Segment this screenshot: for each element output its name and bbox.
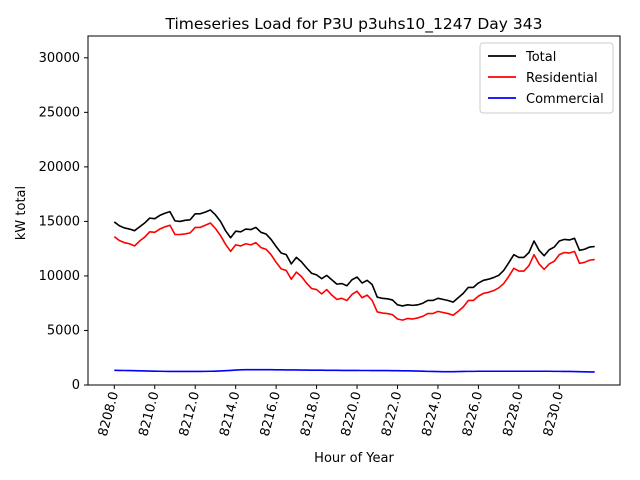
legend-label-residential: Residential [526,71,598,86]
y-tick-label: 5000 [47,323,80,338]
y-tick-label: 10000 [39,269,80,284]
series-line-commercial [114,368,595,373]
y-tick-label: 30000 [39,51,80,66]
y-axis-label: kW total [14,186,29,240]
y-tick-label: 0 [72,378,80,393]
chart-title: Timeseries Load for P3U p3uhs10_1247 Day… [165,15,543,34]
x-axis-label: Hour of Year [314,451,394,466]
legend-box [479,42,614,114]
y-tick-label: 15000 [39,214,80,229]
y-tick-label: 25000 [39,105,80,120]
legend-label-commercial: Commercial [526,92,604,107]
series-line-total [113,209,595,307]
y-tick-label: 20000 [39,160,80,175]
legend: Total Residential Commercial [479,42,614,114]
series-line-residential [113,222,595,321]
axes-frame [87,35,621,386]
legend-label-total: Total [525,50,556,65]
